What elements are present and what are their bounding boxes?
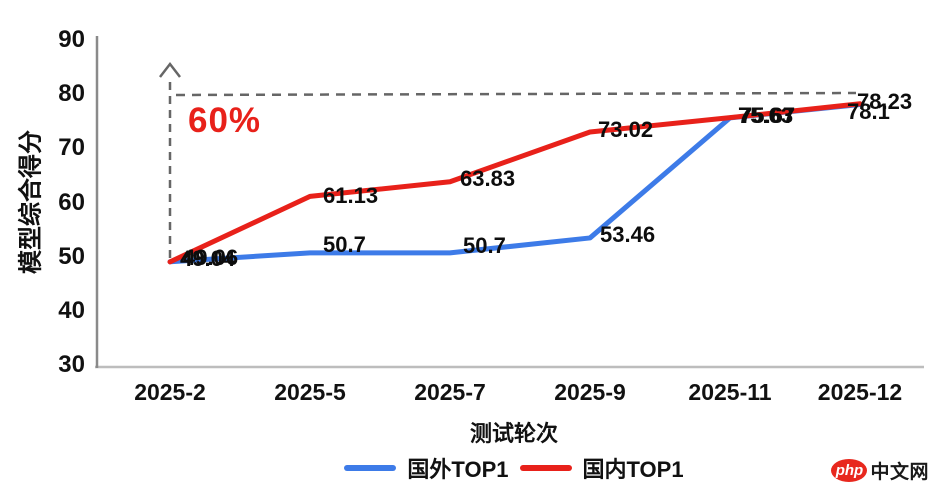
y-tick-label: 60 xyxy=(58,188,85,216)
reference-dashed-line xyxy=(175,91,857,97)
x-axis-title: 测试轮次 xyxy=(469,421,558,446)
x-tick-label: 2025-12 xyxy=(817,379,903,405)
y-tick-label: 50 xyxy=(58,242,85,270)
y-tick-label: 30 xyxy=(58,351,85,378)
data-label: 50.7 xyxy=(463,232,506,258)
x-tick-label: 2025-2 xyxy=(134,379,206,405)
growth-annotation: 60% xyxy=(188,101,262,140)
y-tick-label: 40 xyxy=(58,296,85,324)
watermark-text: 中文网 xyxy=(870,462,929,483)
data-label: 75.63 xyxy=(738,102,794,128)
php-logo-icon: php xyxy=(831,459,868,482)
x-tick-label: 2025-5 xyxy=(274,379,346,405)
x-tick-label: 2025-9 xyxy=(554,379,626,405)
y-axis-title: 模型综合得分 xyxy=(17,130,45,274)
data-label: 78.23 xyxy=(857,88,913,114)
data-label: 73.02 xyxy=(598,116,654,142)
legend-swatch-domestic-top1 xyxy=(519,465,572,471)
y-tick-label: 90 xyxy=(58,26,85,53)
legend-label-domestic-top1: 国内TOP1 xyxy=(582,457,684,482)
data-label: 53.46 xyxy=(600,221,656,247)
data-label: 49.06 xyxy=(183,244,239,270)
legend-swatch-foreign-top1 xyxy=(344,465,397,471)
data-label: 49.04 xyxy=(180,245,236,271)
legend: 国外TOP1 国内TOP1 xyxy=(95,452,933,484)
data-label: 61.13 xyxy=(323,183,379,209)
data-label: 63.83 xyxy=(460,165,516,191)
domestic-top1-line xyxy=(167,101,863,265)
y-tick-label: 80 xyxy=(58,80,85,108)
legend-label-foreign-top1: 国外TOP1 xyxy=(407,457,509,482)
x-tick-label: 2025-11 xyxy=(688,379,772,405)
x-tick-label: 2025-7 xyxy=(414,379,486,405)
data-label: 50.7 xyxy=(323,231,366,257)
watermark: php 中文网 xyxy=(831,457,929,484)
data-label: 75.67 xyxy=(740,102,796,128)
growth-arrow-head-icon xyxy=(159,61,181,78)
data-label: 78.1 xyxy=(847,99,890,125)
y-tick-label: 70 xyxy=(58,134,85,162)
